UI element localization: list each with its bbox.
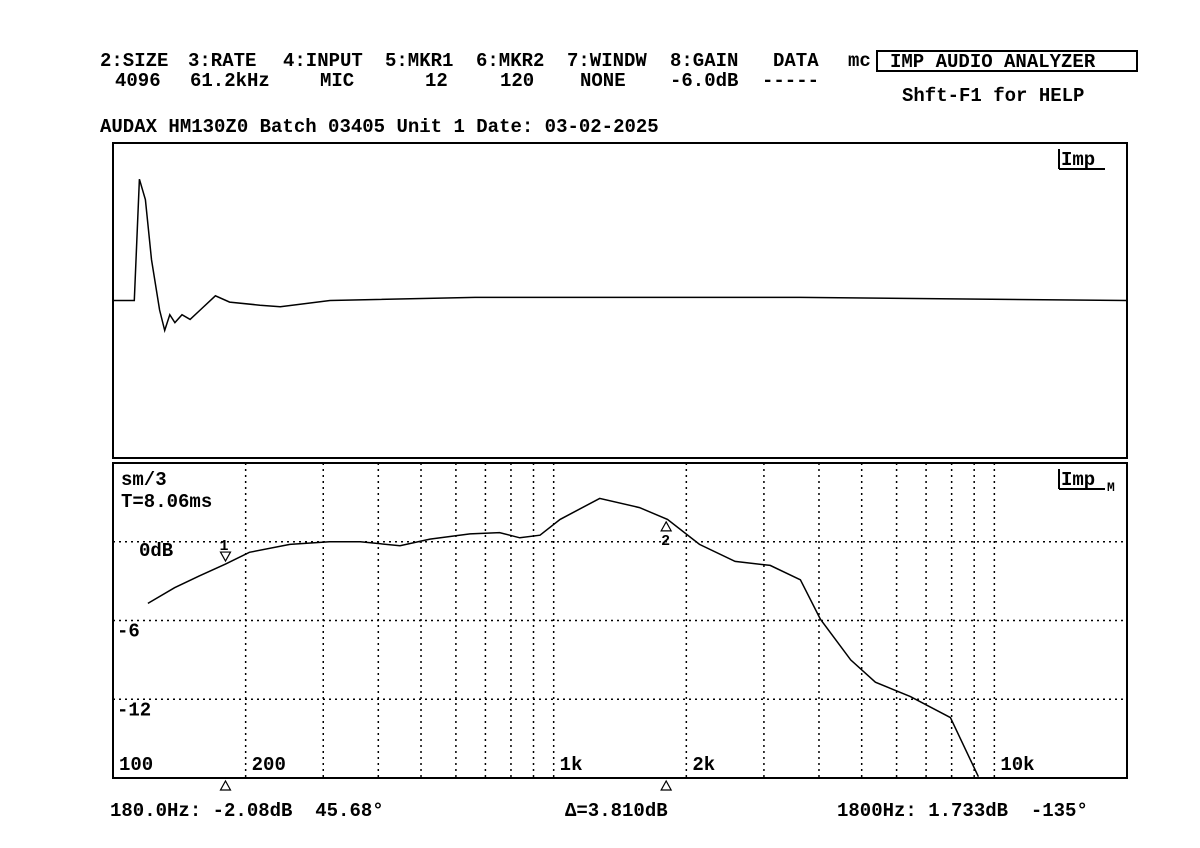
menu-value: -6.0dB xyxy=(670,70,738,92)
panel-tag: Imp xyxy=(1061,469,1095,491)
marker1-readout: 180.0Hz: -2.08dB 45.68° xyxy=(110,800,384,822)
x-tick-label: 10k xyxy=(1000,754,1034,776)
x-tick-label: 200 xyxy=(252,754,286,776)
y-tick-label: 0dB xyxy=(139,540,173,562)
menu-key: 7:WINDW xyxy=(567,50,647,72)
curve-marker xyxy=(660,520,673,532)
measurement-title: AUDAX HM130Z0 Batch 03405 Unit 1 Date: 0… xyxy=(100,116,659,138)
x-tick-label: 1k xyxy=(560,754,583,776)
marker-label: 2 xyxy=(661,533,670,550)
menu-value: 120 xyxy=(500,70,534,92)
response-curve xyxy=(113,178,1128,334)
x-tick-label: 100 xyxy=(119,754,153,776)
panel-tag: Imp xyxy=(1061,149,1095,171)
x-tick-label: 2k xyxy=(692,754,715,776)
axis-marker xyxy=(660,779,673,791)
menu-key: 4:INPUT xyxy=(283,50,363,72)
menu-key: 8:GAIN xyxy=(670,50,738,72)
menu-key: DATA xyxy=(773,50,819,72)
menu-value: 61.2kHz xyxy=(190,70,270,92)
panel-tag-sub: M xyxy=(1107,480,1115,495)
app-name: IMP AUDIO ANALYZER xyxy=(890,51,1096,73)
delta-readout: Δ=3.810dB xyxy=(565,800,668,822)
marker2-readout: 1800Hz: 1.733dB -135° xyxy=(837,800,1088,822)
menu-key: 3:RATE xyxy=(188,50,256,72)
menu-key: 6:MKR2 xyxy=(476,50,544,72)
response-curve xyxy=(147,497,980,778)
menu-value: NONE xyxy=(580,70,626,92)
menu-key: 5:MKR1 xyxy=(385,50,453,72)
menu-value: 12 xyxy=(425,70,448,92)
y-tick-label: -12 xyxy=(117,699,151,721)
menu-value: ----- xyxy=(762,70,819,92)
y-tick-label: -6 xyxy=(117,621,140,643)
marker-label: 1 xyxy=(219,538,228,555)
app-box xyxy=(876,50,1138,72)
plot-note: T=8.06ms xyxy=(121,491,212,513)
help: Shft-F1 for HELP xyxy=(902,85,1084,107)
menu-value: 4096 xyxy=(115,70,161,92)
menu-key: 2:SIZE xyxy=(100,50,168,72)
plot-note: sm/3 xyxy=(121,469,167,491)
mode: mc xyxy=(848,50,871,72)
axis-marker xyxy=(219,779,232,791)
menu-value: MIC xyxy=(320,70,354,92)
curve-marker xyxy=(219,551,232,563)
